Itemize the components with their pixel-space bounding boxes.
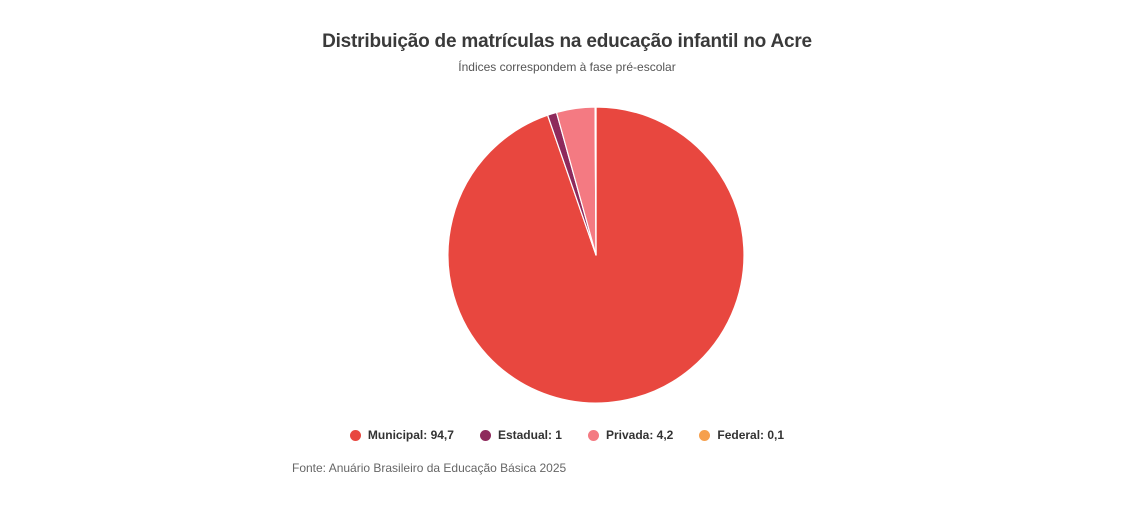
legend-label-estadual: Estadual: 1 (497, 428, 562, 442)
source-note: Fonte: Anuário Brasileiro da Educação Bá… (292, 461, 567, 475)
legend-item-estadual[interactable]: Estadual: 1 (479, 428, 562, 442)
legend-marker-municipal (349, 429, 361, 441)
legend-marker-estadual (479, 429, 491, 441)
legend-item-federal[interactable]: Federal: 0,1 (699, 428, 784, 442)
legend-item-privada[interactable]: Privada: 4,2 (587, 428, 674, 442)
pie-chart (447, 106, 745, 404)
legend-marker-federal (699, 429, 711, 441)
legend-label-federal: Federal: 0,1 (717, 428, 785, 442)
chart-subtitle: Índices correspondem à fase pré-escolar (458, 60, 676, 74)
chart-title: Distribuição de matrículas na educação i… (322, 31, 812, 52)
legend-item-municipal[interactable]: Municipal: 94,7 (349, 428, 454, 442)
pie-slice-federal[interactable] (594, 106, 597, 256)
chart-legend: Municipal: 94,7 Estadual: 1 Privada: 4,2… (0, 428, 1134, 442)
legend-marker-privada (587, 429, 599, 441)
legend-label-privada: Privada: 4,2 (605, 428, 674, 442)
legend-label-municipal: Municipal: 94,7 (367, 428, 454, 442)
